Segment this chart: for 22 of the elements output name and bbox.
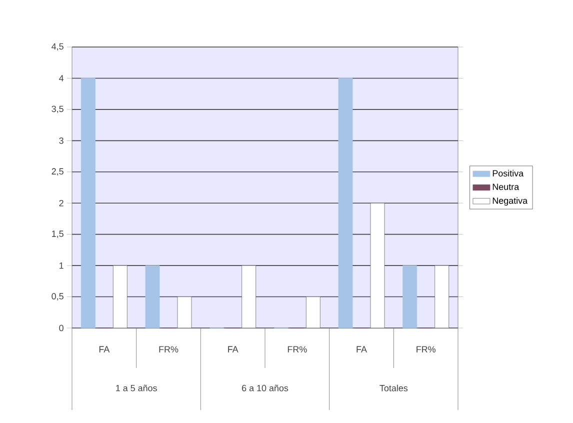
y-tick-label: 3,5 — [52, 106, 64, 114]
y-tick-label: 1 — [60, 262, 64, 269]
legend-label: Neutra — [492, 184, 520, 190]
legend-label: Positiva — [492, 170, 524, 177]
y-tick-label: 0 — [59, 324, 64, 332]
y-tick-label: 3 — [59, 137, 64, 144]
y-tick-label: 4,5 — [52, 43, 64, 51]
text: 6 a 10 años — [242, 384, 288, 392]
x-tick-label: FR% — [288, 346, 307, 352]
x-tick-label: FR% — [416, 346, 436, 352]
y-tick-label: 2,5 — [52, 168, 64, 176]
legend-label: Negativa — [492, 197, 528, 206]
y-tick-label: 0,5 — [52, 293, 64, 300]
y-tick-label: 4 — [59, 75, 64, 82]
text: 1 a 5 años — [116, 384, 157, 392]
y-tick-label: 1,5 — [52, 230, 64, 238]
y-tick-label: 2 — [59, 200, 64, 206]
x-tick-label: FA — [356, 346, 367, 352]
x-tick-label: FR% — [159, 346, 178, 352]
x-tick-label: FA — [228, 346, 238, 352]
text: Totales — [380, 384, 408, 392]
x-tick-label: FA — [99, 346, 110, 352]
